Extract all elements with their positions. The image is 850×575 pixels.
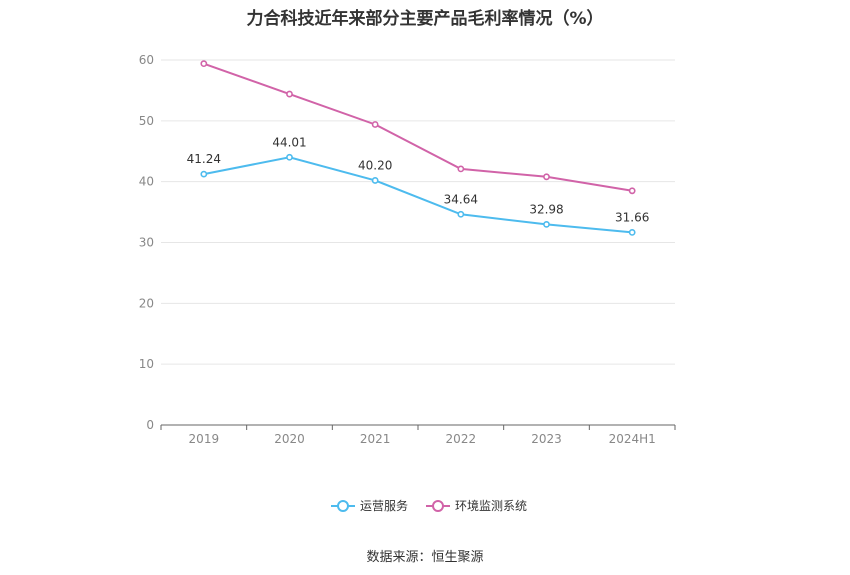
x-tick-label: 2024H1 [609, 432, 656, 446]
data-point [200, 60, 208, 68]
data-label: 44.01 [272, 135, 306, 149]
y-tick-label: 50 [139, 114, 154, 128]
data-point [628, 187, 636, 195]
data-point [371, 177, 379, 184]
source-note: 数据来源：恒生聚源 [366, 550, 484, 565]
data-point [457, 165, 465, 173]
series-layer [200, 60, 636, 236]
data-point [457, 210, 465, 218]
data-label: 41.24 [187, 152, 221, 166]
legend-marker [432, 500, 444, 512]
x-tick-label: 2023 [531, 432, 562, 446]
data-point [200, 170, 208, 178]
y-axis: 0 10 20 30 40 50 60 [139, 53, 154, 432]
legend-label: 环境监测系统 [455, 498, 527, 513]
y-tick-label: 30 [139, 236, 154, 250]
data-label: 32.98 [529, 202, 563, 216]
y-tick-label: 20 [139, 296, 154, 310]
data-label: 34.64 [444, 192, 478, 206]
data-point [286, 153, 293, 161]
x-tick-label: 2019 [189, 432, 220, 446]
x-axis: 2019 2020 2021 2022 2023 2024H1 [160, 424, 676, 446]
series-line [203, 62, 633, 192]
y-tick-label: 60 [139, 53, 154, 67]
y-tick-label: 0 [146, 418, 154, 432]
legend-marker [337, 500, 349, 512]
data-labels: 41.24 44.01 40.20 34.64 32.98 31.66 [187, 135, 650, 224]
x-tick-label: 2021 [360, 432, 391, 446]
chart-title: 力合科技近年来部分主要产品毛利率情况（%） [246, 9, 604, 29]
data-point [543, 173, 550, 181]
data-label: 31.66 [615, 210, 649, 224]
y-tick-label: 40 [139, 175, 154, 189]
data-point [371, 121, 379, 128]
legend: 运营服务 环境监测系统 [331, 498, 527, 513]
data-point [628, 229, 636, 236]
data-point [286, 90, 293, 98]
legend-label: 运营服务 [360, 498, 408, 513]
x-tick-label: 2022 [446, 432, 477, 446]
y-tick-label: 10 [139, 357, 154, 371]
x-tick-label: 2020 [274, 432, 305, 446]
data-label: 40.20 [358, 158, 392, 172]
gridlines [161, 59, 675, 365]
series-line [203, 156, 633, 234]
data-point [543, 220, 550, 228]
